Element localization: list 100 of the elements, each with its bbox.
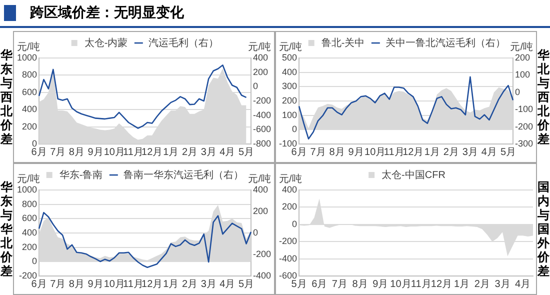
y-tick-label: -200 — [279, 236, 298, 246]
x-tick-label: 3月 — [200, 278, 216, 290]
legend-label: 太仓-中国CFR — [382, 168, 446, 181]
x-tick-label: 7月 — [50, 146, 66, 158]
y2-tick-label: -400 — [252, 110, 271, 120]
y-tick-label: -200 — [19, 270, 38, 280]
x-tick-label: 5月 — [291, 278, 307, 290]
x-tick-label: 11月 — [410, 278, 432, 290]
y-axis-title: 元/吨 — [17, 40, 40, 53]
x-tick-label: 10月 — [104, 278, 125, 290]
x-tick-label: 7月 — [50, 278, 66, 290]
y2-axis-title: 元/吨 — [248, 172, 271, 185]
y-tick-label: 800 — [22, 70, 38, 80]
x-tick-label: 8月 — [68, 146, 84, 158]
x-tick-label: 8月 — [352, 278, 368, 290]
y-tick-label: 0 — [32, 256, 38, 266]
text: 跨区域价差：无明显变化 — [30, 4, 184, 22]
y2-tick-label: -600 — [252, 124, 271, 134]
y2-tick-label: -800 — [252, 138, 271, 148]
y-tick-label: 400 — [282, 184, 298, 194]
y-tick-label: -400 — [279, 253, 298, 264]
y-axis-title: 元/吨 — [279, 172, 302, 185]
x-tick-label: 12月 — [142, 278, 163, 290]
x-tick-label: 1月 — [163, 146, 179, 158]
x-tick-label: 8月 — [68, 278, 84, 290]
y-axis-title: 元/吨 — [279, 40, 302, 53]
x-tick-label: 7月 — [310, 146, 326, 158]
x-tick-label: 4月 — [220, 278, 236, 290]
x-tick-label: 3月 — [200, 146, 216, 158]
x-tick-label: 4月 — [220, 146, 236, 158]
y2-tick-label: -100 — [514, 104, 533, 114]
y-tick-label: 1000 — [16, 184, 38, 194]
x-tick-label: 1月 — [454, 278, 470, 290]
x-tick-label: 9月 — [88, 146, 104, 158]
x-tick-label: 5月 — [500, 146, 516, 158]
y-axis-title: 元/吨 — [17, 172, 40, 185]
y-tick-label: 400 — [22, 104, 38, 114]
y2-tick-label: 200 — [252, 66, 268, 77]
x-tick-label: 2月 — [474, 278, 490, 290]
x-tick-label: 10月 — [104, 146, 125, 158]
y-tick-label: 1000 — [16, 52, 38, 62]
legend-label: 太仓-内蒙 — [84, 36, 128, 49]
x-tick-label: 11月 — [384, 146, 404, 158]
y-tick-label: -100 — [279, 138, 298, 148]
x-tick-label: 3月 — [462, 146, 478, 158]
x-tick-label: 10月 — [364, 146, 386, 158]
x-tick-label: 7月 — [332, 278, 348, 290]
y2-tick-label: -400 — [252, 270, 271, 280]
x-tick-label: 3月 — [494, 278, 510, 290]
x-tick-label: 9月 — [88, 278, 104, 290]
x-tick-label: 2月 — [182, 146, 198, 158]
y2-tick-label: 200 — [514, 52, 530, 62]
y2-tick-label: -200 — [252, 95, 271, 106]
y2-tick-label: -200 — [252, 248, 271, 259]
y-tick-label: 0 — [292, 124, 298, 134]
y-tick-label: 400 — [282, 66, 298, 77]
text: 华东与华北价差 — [0, 180, 12, 278]
y2-tick-label: 400 — [252, 52, 268, 62]
y-tick-label: 200 — [22, 242, 38, 252]
x-tick-label: 2月 — [443, 146, 459, 158]
y2-tick-label: 200 — [252, 206, 268, 216]
x-tick-label: 9月 — [348, 146, 364, 158]
legend-label: 汽运毛利（右） — [148, 36, 219, 49]
y-tick-label: 600 — [22, 213, 38, 224]
x-tick-label: 1月 — [424, 146, 440, 158]
y2-tick-label: -300 — [514, 138, 533, 148]
y-tick-label: 200 — [282, 202, 298, 212]
x-tick-label: 9月 — [372, 278, 388, 290]
x-tick-label: 6月 — [291, 146, 307, 158]
y-tick-label: 800 — [22, 198, 38, 209]
y2-tick-label: 100 — [514, 70, 530, 80]
y-tick-label: 0 — [32, 138, 38, 148]
y2-tick-label: -200 — [514, 121, 533, 132]
legend-label: 华东-鲁南 — [59, 168, 103, 181]
x-tick-label: 11月 — [123, 146, 144, 158]
text: 华北与西北价差 — [538, 48, 550, 146]
y-tick-label: 500 — [282, 52, 298, 62]
x-tick-label: 6月 — [31, 278, 47, 290]
y-tick-label: 600 — [22, 86, 38, 97]
y2-tick-label: 0 — [252, 81, 258, 92]
x-tick-label: 1月 — [163, 278, 179, 290]
y-tick-label: 200 — [22, 121, 38, 132]
text: 国内与国外价差 — [538, 180, 550, 278]
y-tick-label: 200 — [282, 95, 298, 106]
x-tick-label: 5月 — [238, 278, 254, 290]
x-tick-label: 10月 — [390, 278, 412, 290]
x-tick-label: 5月 — [238, 146, 254, 158]
y2-tick-label: 0 — [252, 227, 258, 238]
y2-axis-title: 元/吨 — [510, 40, 533, 53]
legend-label: 鲁南一华东汽运毛利（右） — [124, 168, 244, 181]
x-tick-label: 4月 — [481, 146, 497, 158]
y-tick-label: 400 — [22, 227, 38, 238]
x-tick-label: 11月 — [123, 278, 144, 290]
y-tick-label: 0 — [292, 218, 298, 229]
y-tick-label: -600 — [279, 270, 298, 280]
legend-label: 关中一鲁北汽运毛利（右） — [386, 36, 506, 49]
legend-label: 鲁北-关中 — [321, 36, 365, 49]
x-tick-label: 2月 — [182, 278, 198, 290]
y-tick-label: 100 — [282, 110, 298, 120]
x-tick-label: 6月 — [312, 278, 328, 290]
